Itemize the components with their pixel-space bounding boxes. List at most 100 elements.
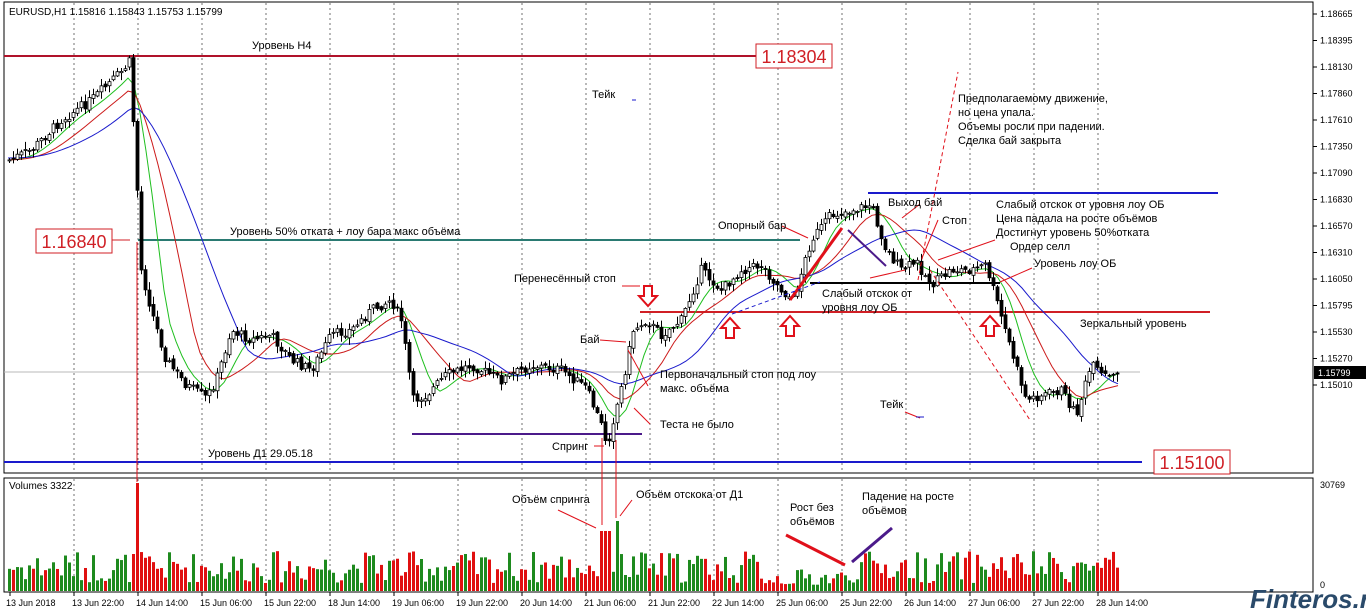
candle [575,371,580,383]
candle [815,222,820,241]
fall-on-volume-label-1: Падение на росте [862,491,954,503]
time-axis: 13 Jun 2018 13 Jun 22:00 14 Jun 14:00 15 Ju… [6,592,1148,608]
volume-bar [1104,557,1107,591]
candle [539,361,544,376]
candle [935,268,940,287]
spring-volume-label: Объём спринга [512,494,591,506]
moved-stop-label: Перенесённый стоп [514,273,616,285]
candle [919,253,924,281]
volume-bar [1040,566,1043,591]
volume-bar [716,564,719,591]
candle [939,271,944,279]
volume-bar [492,582,495,591]
volume-bar [572,577,575,591]
candle [307,356,312,373]
volume-bars [8,483,1119,591]
volume-bar [504,570,507,591]
volume-bar [500,571,503,591]
candle [83,94,88,115]
volume-bar [524,569,527,591]
volume-bar [888,578,891,591]
volume-bar [396,558,399,591]
candle [655,321,660,329]
volume-bar [664,575,667,591]
candle [451,368,456,380]
candle [143,265,148,296]
volume-bar [320,569,323,591]
exit-buy-label: Выход бай [888,197,942,209]
candle [1111,372,1116,382]
volume-bar [996,568,999,591]
candle [59,119,64,132]
candle [663,328,668,347]
candle [391,292,396,315]
volume-bar [56,568,59,591]
volume-bar [676,553,679,591]
candle [543,361,548,369]
candle [35,138,40,152]
volume-bar [932,581,935,591]
volume-bar [344,573,347,591]
h4-level-label: Уровень Н4 [252,40,312,52]
volume-bar [672,558,675,591]
candle [755,261,760,275]
candle [195,382,200,392]
candle [623,370,628,390]
candle [963,265,968,274]
volume-bar [896,571,899,591]
weak-bounce-right-label-2: Цена падала на росте объёмов [996,213,1158,225]
candle [439,372,444,382]
candle [167,357,172,363]
candle [1059,385,1064,401]
candle [75,102,80,117]
candle [67,112,72,128]
candle [931,280,936,294]
growth-no-volume-label-2: объёмов [790,516,835,528]
volume-bar [200,565,203,591]
price-tick-label: 1.16830 [1320,195,1353,205]
current-price-label: 1.15799 [1318,368,1351,378]
candle [891,248,896,265]
volume-bar [792,583,795,591]
volume-bar [920,582,923,591]
candle [175,366,180,379]
volume-bar [1116,567,1119,591]
volume-bar [936,564,939,591]
candle [1035,391,1040,408]
volume-bar [640,552,643,591]
volume-bar [408,552,411,591]
candle [1107,373,1112,378]
candle [495,371,500,379]
candle [875,203,880,228]
candle [87,90,92,113]
volume-bar [856,579,859,591]
time-tick-label: 27 Jun 22:00 [1032,598,1084,608]
candle [443,367,448,381]
volume-bar [120,560,123,591]
candle [627,340,632,380]
volume-bar [580,572,583,591]
candle [387,296,392,309]
candle [467,358,472,375]
candle [951,266,956,274]
volume-bar [1092,565,1095,591]
candle [1063,382,1068,396]
candle [251,330,256,349]
down-arrow-icon [636,285,660,308]
candle [971,263,976,283]
volume-bar [1020,562,1023,591]
volume-bar [692,564,695,591]
expected-move-label-4: Сделка бай закрыта [958,135,1062,147]
volume-bar [924,558,927,591]
candle [551,363,556,377]
volume-bar [440,580,443,591]
candle [403,318,408,350]
candle [719,281,724,295]
volume-bar [8,568,11,591]
price-tick-label: 1.15010 [1320,380,1353,390]
candle [127,55,132,71]
volume-bar [704,558,707,591]
candle [987,260,992,282]
volume-bar [1056,563,1059,591]
candle [611,417,616,449]
